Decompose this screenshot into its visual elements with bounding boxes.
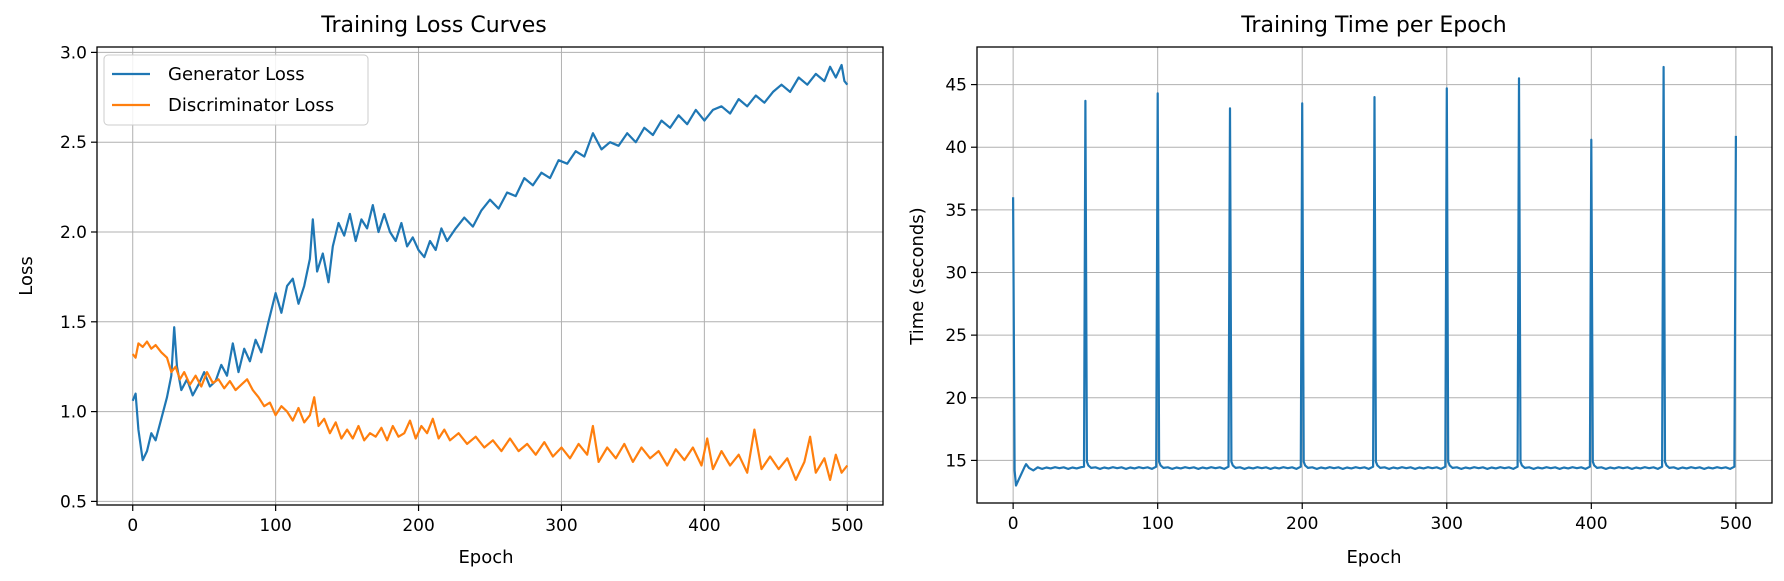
time-xtick-label: 300	[1431, 514, 1463, 534]
time-chart-ylabel: Time (seconds)	[907, 207, 928, 345]
legend-label-generator: Generator Loss	[168, 64, 305, 85]
time-xtick-label: 200	[1286, 514, 1318, 534]
loss-xtick-label: 100	[259, 516, 291, 536]
time-chart-ticks: 0 100 200 300 400 500 15 20 25 30 35 40 45	[945, 76, 1752, 534]
time-ytick-label: 15	[945, 451, 967, 471]
time-xtick-label: 500	[1720, 514, 1752, 534]
time-chart: Training Time per Epoch 0 100 200 300 400 500…	[907, 13, 1773, 568]
loss-chart-xlabel: Epoch	[458, 547, 513, 568]
loss-chart-grid	[97, 47, 883, 505]
loss-ytick-label: 2.0	[60, 223, 87, 243]
time-ytick-label: 25	[945, 326, 967, 346]
time-xtick-label: 400	[1575, 514, 1607, 534]
loss-ytick-label: 1.5	[60, 313, 87, 333]
loss-chart-ylabel: Loss	[16, 256, 37, 295]
loss-chart-lines	[131, 63, 849, 481]
loss-xtick-label: 400	[688, 516, 720, 536]
time-chart-title: Training Time per Epoch	[1240, 13, 1507, 38]
loss-chart-title: Training Loss Curves	[320, 13, 546, 38]
legend-box	[103, 54, 369, 126]
loss-xtick-label: 500	[831, 516, 863, 536]
time-ytick-label: 30	[945, 263, 967, 283]
time-ytick-label: 40	[945, 138, 967, 158]
time-ytick-label: 20	[945, 389, 967, 409]
time-ytick-label: 45	[945, 76, 967, 96]
loss-xtick-label: 200	[402, 516, 434, 536]
loss-ytick-label: 3.0	[60, 43, 87, 63]
loss-ytick-label: 0.5	[60, 492, 87, 512]
loss-ytick-label: 1.0	[60, 403, 87, 423]
loss-chart-ticks: 0 100 200 300 400 500 0.5 1.0 1.5 2.0 2.5 3.0	[60, 43, 864, 536]
loss-xtick-label: 300	[545, 516, 577, 536]
time-xtick-label: 100	[1141, 514, 1173, 534]
loss-ytick-label: 2.5	[60, 133, 87, 153]
loss-xtick-label: 0	[127, 516, 138, 536]
series-line-epoch-time	[1012, 65, 1737, 487]
time-chart-frame	[976, 46, 1773, 504]
loss-chart-frame	[96, 46, 884, 506]
legend-label-discriminator: Discriminator Loss	[168, 95, 334, 116]
legend: Generator Loss Discriminator Loss	[103, 54, 369, 126]
time-chart-xlabel: Epoch	[1346, 547, 1401, 568]
series-line-discriminator-loss	[131, 340, 849, 481]
time-xtick-label: 0	[1008, 514, 1019, 534]
time-chart-lines	[1012, 65, 1737, 487]
loss-chart: Training Loss Curves 0 100 200 300 400 500 0.5…	[16, 13, 884, 568]
time-ytick-label: 35	[945, 201, 967, 221]
